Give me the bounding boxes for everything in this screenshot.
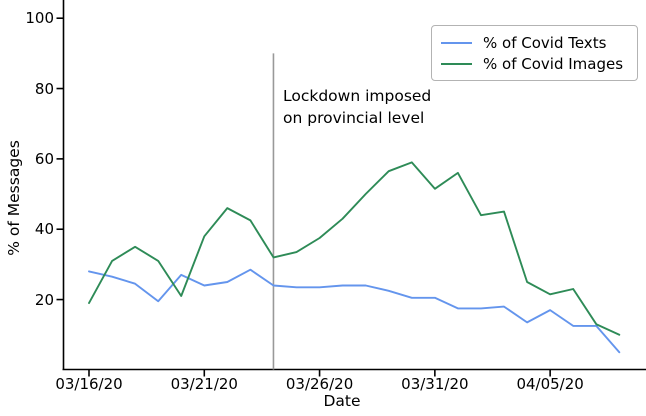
covid-images-line: [88, 161, 621, 336]
y-axis-label: % of Messages: [5, 140, 23, 256]
y-tick-label: 60: [34, 149, 54, 168]
covid-texts-line-swatch: [441, 41, 472, 44]
covid-texts-line: [88, 268, 621, 354]
legend-label-covid-images: % of Covid Images: [483, 54, 624, 73]
y-tick-label: 40: [34, 220, 54, 239]
legend-item-covid-images: % of Covid Images: [441, 53, 627, 74]
legend-item-covid-texts: % of Covid Texts: [441, 32, 627, 53]
lockdown-annotation-line2: on provincial level: [283, 109, 425, 127]
y-tick-label: 100: [25, 9, 54, 28]
legend: % of Covid Texts % of Covid Images: [431, 25, 638, 81]
x-tick-label: 03/16/20: [55, 375, 123, 393]
x-tick-label: 03/26/20: [285, 375, 354, 393]
x-tick-label: 04/05/20: [516, 375, 584, 393]
legend-label-covid-texts: % of Covid Texts: [483, 33, 607, 52]
y-tick-label: 80: [34, 79, 54, 98]
y-tick-label: 20: [34, 290, 54, 309]
x-tick-label: 03/21/20: [170, 375, 238, 393]
x-axis-label: Date: [323, 392, 361, 410]
lockdown-annotation-line1: Lockdown imposed: [283, 87, 432, 105]
lockdown-annotation: Lockdown imposed on provincial level: [283, 85, 431, 129]
x-tick-label: 03/31/20: [401, 375, 469, 393]
covid-images-line-swatch: [441, 62, 472, 65]
